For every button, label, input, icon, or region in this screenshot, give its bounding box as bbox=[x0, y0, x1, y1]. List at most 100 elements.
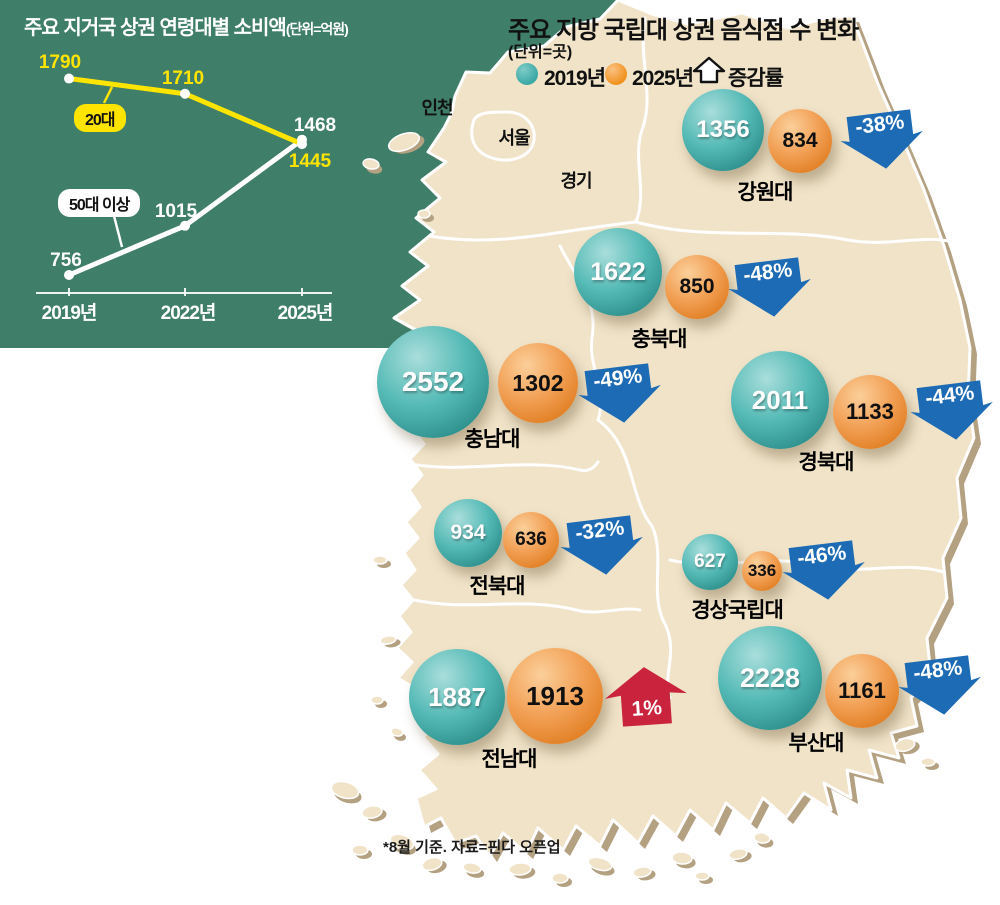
arrow-shape bbox=[560, 515, 643, 575]
consumption-chart-panel: 주요 지거국 상권 연령대별 소비액(단위=억원) 756 1015 1468 179… bbox=[0, 0, 386, 348]
house-change-icon bbox=[692, 56, 726, 84]
change-arrow-down: -32% bbox=[557, 513, 648, 585]
bubble-2019-전남대: 1887 bbox=[409, 649, 505, 745]
bubble-2019-강원대: 1356 bbox=[682, 89, 764, 171]
island bbox=[362, 158, 380, 170]
change-arrow-down: -44% bbox=[907, 378, 998, 450]
arrow-shape bbox=[728, 257, 811, 317]
bubble-2025-강원대: 834 bbox=[768, 109, 832, 173]
map-title: 주요 지방 국립대 상권 음식점 수 변화 bbox=[508, 17, 859, 44]
series-badge-20s: 20대 bbox=[74, 104, 126, 132]
chart-value-label: 1015 bbox=[155, 201, 198, 222]
change-arrow-down: -48% bbox=[725, 255, 816, 327]
island bbox=[351, 844, 369, 856]
university-label: 강원대 bbox=[737, 181, 794, 204]
island bbox=[753, 832, 771, 844]
chart-value-label: 1468 bbox=[294, 115, 336, 136]
bubble-2025-부산대: 1161 bbox=[825, 654, 899, 728]
university-label: 부산대 bbox=[788, 732, 845, 755]
arrow-shape bbox=[605, 667, 687, 727]
university-label: 충남대 bbox=[464, 428, 521, 451]
island bbox=[694, 871, 710, 881]
data-point bbox=[64, 270, 74, 280]
data-point bbox=[297, 139, 307, 150]
island bbox=[389, 833, 415, 851]
island bbox=[370, 695, 384, 705]
island bbox=[379, 635, 397, 645]
arrow-shape bbox=[910, 380, 993, 440]
island bbox=[372, 555, 388, 565]
bubble-2019-충북대: 1622 bbox=[574, 228, 662, 316]
legend-2025-dot bbox=[605, 63, 627, 85]
chart-value-label: 756 bbox=[50, 250, 82, 271]
data-point bbox=[180, 88, 190, 99]
bubble-2025-충남대: 1302 bbox=[498, 343, 578, 423]
chart-title-text: 주요 지거국 상권 연령대별 소비액 bbox=[24, 17, 287, 39]
bubble-2019-부산대: 2228 bbox=[718, 626, 822, 730]
island bbox=[361, 805, 383, 819]
chart-value-label: 1790 bbox=[39, 52, 81, 73]
data-point bbox=[180, 220, 190, 231]
island bbox=[894, 737, 916, 753]
island bbox=[920, 757, 936, 767]
arrow-shape bbox=[782, 540, 865, 600]
region-label-seoul: 서울 bbox=[498, 128, 530, 148]
island bbox=[728, 848, 748, 860]
land bbox=[392, 0, 976, 858]
x-tick-2019: 2019년 bbox=[41, 303, 98, 324]
region-label-gyeonggi: 경기 bbox=[560, 171, 592, 191]
arrow-shape bbox=[578, 363, 661, 423]
bubble-2025-전남대: 1913 bbox=[507, 648, 603, 744]
islands bbox=[330, 131, 939, 887]
x-tick-2025: 2025년 bbox=[277, 303, 334, 324]
data-point bbox=[64, 73, 74, 84]
x-tick-2022: 2022년 bbox=[160, 303, 217, 324]
bubble-2025-전북대: 636 bbox=[503, 512, 559, 568]
callout-line-20s bbox=[102, 86, 114, 104]
legend-change-label: 증감률 bbox=[728, 67, 784, 90]
island bbox=[421, 856, 443, 872]
arrow-shape bbox=[840, 109, 923, 169]
line-chart: 756 1015 1468 1790 1710 1445 bbox=[36, 52, 336, 296]
island bbox=[417, 209, 431, 219]
island bbox=[390, 727, 404, 737]
region-label-incheon: 인천 bbox=[421, 98, 453, 118]
bubble-2019-충남대: 2552 bbox=[377, 326, 489, 438]
chart-title: 주요 지거국 상권 연령대별 소비액(단위=억원) bbox=[24, 11, 349, 40]
university-label: 경상국립대 bbox=[691, 599, 784, 622]
chart-unit-label: (단위=억원) bbox=[285, 21, 349, 37]
callout-line-50s bbox=[111, 211, 124, 248]
university-label: 충북대 bbox=[631, 328, 688, 351]
change-arrow-down: -48% bbox=[895, 653, 986, 725]
arrow-shape bbox=[898, 655, 981, 715]
series-badge-50s: 50대 이상 bbox=[58, 189, 141, 217]
island bbox=[462, 862, 482, 874]
island bbox=[508, 862, 532, 876]
bubble-2019-경북대: 2011 bbox=[731, 351, 829, 449]
source-footnote: *8월 기준. 자료=핀다 오픈업 bbox=[383, 839, 561, 856]
university-label: 전북대 bbox=[469, 575, 526, 598]
island bbox=[387, 131, 421, 153]
chart-value-label: 1710 bbox=[162, 68, 204, 89]
change-arrow-up: 1% bbox=[602, 663, 690, 731]
legend-2019-label: 2019년 bbox=[544, 67, 606, 90]
chart-panel-background bbox=[0, 0, 618, 348]
bubble-2019-경상국립대: 627 bbox=[682, 534, 738, 590]
bubble-2019-전북대: 934 bbox=[434, 499, 502, 567]
island bbox=[671, 851, 693, 865]
university-label: 경북대 bbox=[798, 451, 855, 474]
island bbox=[330, 780, 360, 800]
bubble-2025-경상국립대: 336 bbox=[742, 551, 782, 591]
change-arrow-down: -49% bbox=[575, 361, 666, 433]
map-unit-label: (단위=곳) bbox=[508, 44, 573, 61]
island bbox=[551, 872, 569, 884]
legend-2025-label: 2025년 bbox=[632, 67, 694, 90]
university-label: 전남대 bbox=[481, 748, 538, 771]
island bbox=[587, 856, 613, 872]
chart-value-label: 1445 bbox=[289, 151, 332, 172]
island bbox=[632, 866, 652, 878]
change-arrow-down: -38% bbox=[837, 107, 928, 179]
bubble-2025-충북대: 850 bbox=[665, 255, 729, 319]
